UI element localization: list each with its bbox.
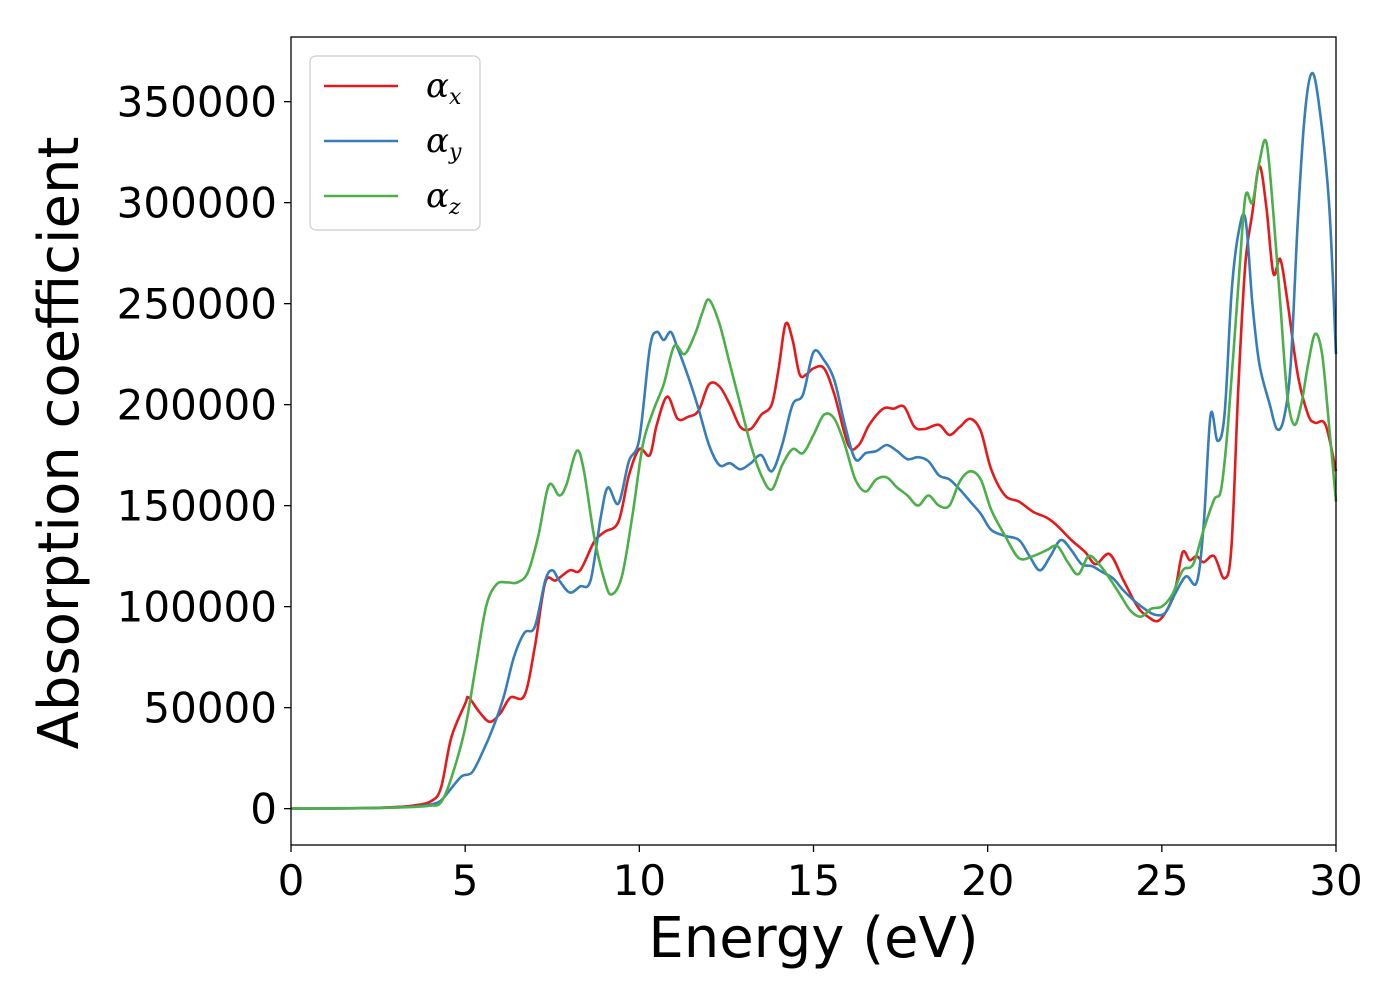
x-tick-label: 5: [452, 856, 479, 905]
legend-label-y: αy: [426, 121, 462, 165]
x-tick-label: 30: [1309, 856, 1362, 905]
y-axis-title: Absorption coefficient: [27, 137, 92, 750]
x-tick-label: 25: [1135, 856, 1188, 905]
y-tick-label: 100000: [117, 583, 277, 632]
y-tick-label: 250000: [117, 280, 277, 329]
y-axis: 0 50000 100000 150000 200000 250000 300000 3500…: [117, 78, 291, 834]
series-line-y: [290, 71, 1338, 810]
legend-box: [309, 55, 481, 231]
y-tick-label: 0: [250, 785, 277, 834]
x-tick-label: 15: [787, 856, 840, 905]
legend: αx αy αz: [309, 55, 481, 231]
y-tick-label: 300000: [117, 179, 277, 228]
legend-label-x: αx: [426, 66, 462, 110]
y-tick-label: 150000: [117, 482, 277, 531]
series-line-x: [290, 164, 1338, 810]
x-axis-title: Energy (eV): [648, 906, 978, 971]
series-line-z: [290, 138, 1338, 810]
x-tick-label: 20: [961, 856, 1014, 905]
series-layer: [290, 71, 1338, 810]
y-tick-label: 350000: [117, 78, 277, 127]
legend-label-z: αz: [426, 176, 461, 220]
y-tick-label: 200000: [117, 381, 277, 430]
x-axis: 0 5 10 15 20 25 30: [278, 845, 1363, 905]
x-tick-label: 10: [613, 856, 666, 905]
x-tick-label: 0: [278, 856, 305, 905]
y-tick-label: 50000: [143, 684, 277, 733]
